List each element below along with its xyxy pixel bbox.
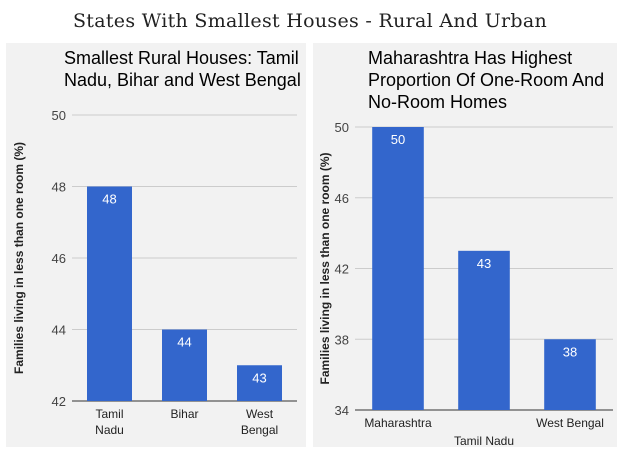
rural-chart: 42 44 46 48 50 Families living in less than o… [12, 108, 297, 437]
urban-bar-label-0: 50 [391, 132, 405, 147]
urban-chart-title: Maharashtra Has Highest Proportion Of On… [368, 48, 605, 112]
rural-bar-2 [237, 365, 282, 401]
urban-bar-2 [544, 339, 596, 410]
urban-category-label-1: Tamil Nadu [454, 434, 514, 447]
rural-y-tick-label: 48 [52, 180, 66, 195]
urban-chart: 34 38 42 46 50 Families living in less than o… [318, 120, 613, 447]
rural-chart-title: Smallest Rural Houses: Tamil Nadu, Bihar… [64, 48, 301, 90]
urban-y-tick-label: 50 [335, 120, 349, 135]
rural-category-label-0: Nadu [95, 423, 124, 437]
rural-bar-label-0: 48 [102, 192, 116, 207]
urban-category-label-0: Maharashtra [364, 416, 432, 430]
urban-y-tick-label: 38 [335, 332, 349, 347]
rural-y-tick-label: 50 [52, 108, 66, 123]
rural-bar-label-2: 43 [252, 370, 266, 385]
rural-bar-label-1: 44 [177, 335, 191, 350]
urban-bar-0 [372, 127, 424, 410]
urban-y-axis-title: Families living in less than one room (%… [318, 152, 332, 384]
urban-category-label-2: West Bengal [536, 416, 604, 430]
urban-y-tick-label: 46 [335, 191, 349, 206]
rural-bar-0 [87, 186, 132, 401]
rural-category-label-2: West [246, 407, 274, 421]
urban-y-tick-label: 42 [335, 262, 349, 277]
rural-y-tick-label: 46 [52, 251, 66, 266]
rural-bar-1 [162, 329, 207, 401]
rural-y-tick-label: 44 [52, 323, 66, 338]
rural-y-tick-label: 42 [52, 394, 66, 409]
rural-chart-panel: 42 44 46 48 50 Families living in less than o… [6, 43, 306, 447]
rural-category-label-0: Tamil [95, 407, 123, 421]
rural-category-label-1: Bihar [170, 407, 198, 421]
urban-y-tick-label: 34 [335, 403, 349, 418]
urban-chart-panel: 34 38 42 46 50 Families living in less than o… [313, 43, 617, 447]
page-title: States With Smallest Houses - Rural And … [72, 10, 548, 32]
urban-bar-1 [458, 250, 510, 410]
rural-y-axis-title: Families living in less than one room (%… [12, 142, 26, 374]
urban-bar-label-1: 43 [477, 256, 491, 271]
rural-category-label-2: Bengal [241, 423, 278, 437]
urban-bar-label-2: 38 [563, 344, 577, 359]
